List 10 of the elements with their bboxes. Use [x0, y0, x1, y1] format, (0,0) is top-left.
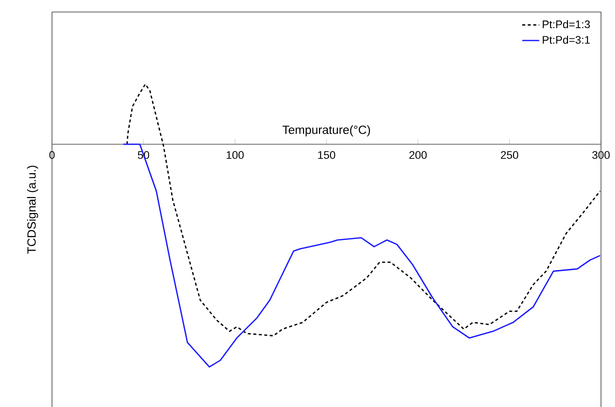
x-tick-label: 250 — [500, 151, 518, 159]
x-tick-label: 150 — [318, 151, 336, 159]
y-axis-title: TCDSignal (a.u.) — [27, 166, 38, 254]
x-tick-label: 300 — [592, 151, 610, 159]
legend-label: Pt:Pd=1:3 — [542, 20, 590, 28]
x-tick-label: 0 — [49, 151, 55, 159]
x-tick-label: 200 — [409, 151, 427, 159]
x-axis-title: Tempurature(°C) — [282, 125, 370, 136]
x-tick-label: 100 — [226, 151, 244, 159]
legend-label: Pt:Pd=3:1 — [542, 36, 590, 44]
